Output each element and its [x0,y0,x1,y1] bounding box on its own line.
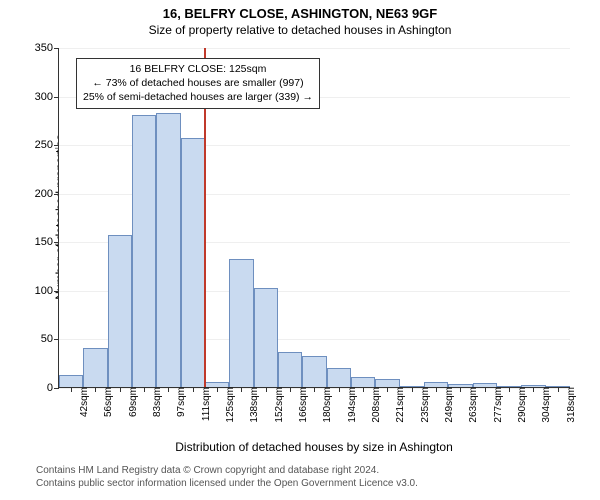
attribution-text: Contains HM Land Registry data © Crown c… [36,464,418,490]
histogram-bar [108,235,132,387]
x-tick-label: 194sqm [341,387,358,423]
callout-line: ← 73% of detached houses are smaller (99… [83,76,313,90]
bar-slot: 318sqm [546,48,570,387]
x-tick-label: 166sqm [292,387,309,423]
bar-slot: 263sqm [448,48,472,387]
x-tick-label: 208sqm [365,387,382,423]
histogram-bar [181,138,205,387]
y-tick-label: 150 [35,236,59,248]
x-tick-label: 125sqm [219,387,236,423]
y-tick-label: 250 [35,139,59,151]
x-tick-label: 138sqm [243,387,260,423]
x-tick-label: 83sqm [146,387,163,417]
callout-line: 25% of semi-detached houses are larger (… [83,90,313,104]
histogram-bar [229,259,253,387]
callout-line: 16 BELFRY CLOSE: 125sqm [83,62,313,76]
x-tick-label: 277sqm [487,387,504,423]
y-tick-label: 200 [35,188,59,200]
y-tick-label: 300 [35,91,59,103]
attribution-line: Contains HM Land Registry data © Crown c… [36,464,418,477]
x-tick-label: 235sqm [414,387,431,423]
histogram-bar [351,377,375,387]
histogram-bar [132,115,156,387]
bar-slot: 277sqm [473,48,497,387]
histogram-bar [302,356,326,387]
chart-title-sub: Size of property relative to detached ho… [0,21,600,37]
x-tick-label: 221sqm [389,387,406,423]
x-tick-label: 318sqm [560,387,577,423]
bar-slot: 304sqm [521,48,545,387]
x-tick-label: 42sqm [73,387,90,417]
histogram-bar [156,113,180,387]
chart-title-main: 16, BELFRY CLOSE, ASHINGTON, NE63 9GF [0,0,600,21]
bar-slot: 221sqm [375,48,399,387]
bar-slot: 208sqm [351,48,375,387]
x-tick-label: 249sqm [438,387,455,423]
y-tick-label: 50 [41,333,59,345]
y-tick-label: 100 [35,285,59,297]
x-axis-label: Distribution of detached houses by size … [58,440,570,454]
histogram-bar [278,352,302,387]
histogram-bar [327,368,351,387]
x-tick-label: 180sqm [316,387,333,423]
histogram-bar [375,379,399,387]
bar-slot: 235sqm [400,48,424,387]
x-tick-label: 290sqm [511,387,528,423]
x-tick-label: 152sqm [268,387,285,423]
reference-callout: 16 BELFRY CLOSE: 125sqm ← 73% of detache… [76,58,320,109]
y-tick-label: 0 [47,382,59,394]
x-tick-label: 69sqm [122,387,139,417]
histogram-bar [59,375,83,387]
x-tick-label: 304sqm [535,387,552,423]
y-tick-label: 350 [35,42,59,54]
bar-slot: 249sqm [424,48,448,387]
x-tick-label: 56sqm [97,387,114,417]
x-tick-label: 263sqm [462,387,479,423]
x-tick-label: 97sqm [170,387,187,417]
bar-slot: 194sqm [327,48,351,387]
histogram-bar [83,348,107,387]
attribution-line: Contains public sector information licen… [36,477,418,490]
bar-slot: 290sqm [497,48,521,387]
chart-container: 16, BELFRY CLOSE, ASHINGTON, NE63 9GF Si… [0,0,600,500]
histogram-bar [254,288,278,387]
x-tick-label: 111sqm [195,387,212,421]
